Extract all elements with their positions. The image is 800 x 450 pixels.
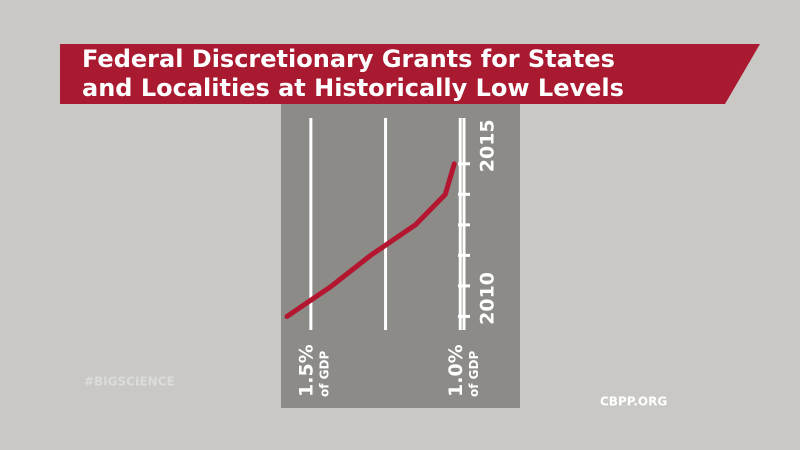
y-tick-label: 2015 bbox=[477, 119, 499, 172]
hashtag: #BIGSCIENCE bbox=[84, 375, 175, 389]
x-tick-label: 1.0% bbox=[445, 344, 467, 397]
y-tick-label: 2010 bbox=[477, 272, 499, 325]
chart-title: and Localities at Historically Low Level… bbox=[82, 74, 624, 102]
chart-title: Federal Discretionary Grants for States bbox=[82, 45, 615, 73]
data-line bbox=[284, 161, 457, 319]
x-tick-label: 1.5% bbox=[295, 344, 317, 397]
x-unit-label: of GDP bbox=[467, 351, 481, 397]
title-banner bbox=[60, 44, 760, 104]
source: CBPP.ORG bbox=[600, 395, 667, 409]
plot-panel bbox=[281, 104, 520, 408]
x-unit-label: of GDP bbox=[317, 351, 331, 397]
